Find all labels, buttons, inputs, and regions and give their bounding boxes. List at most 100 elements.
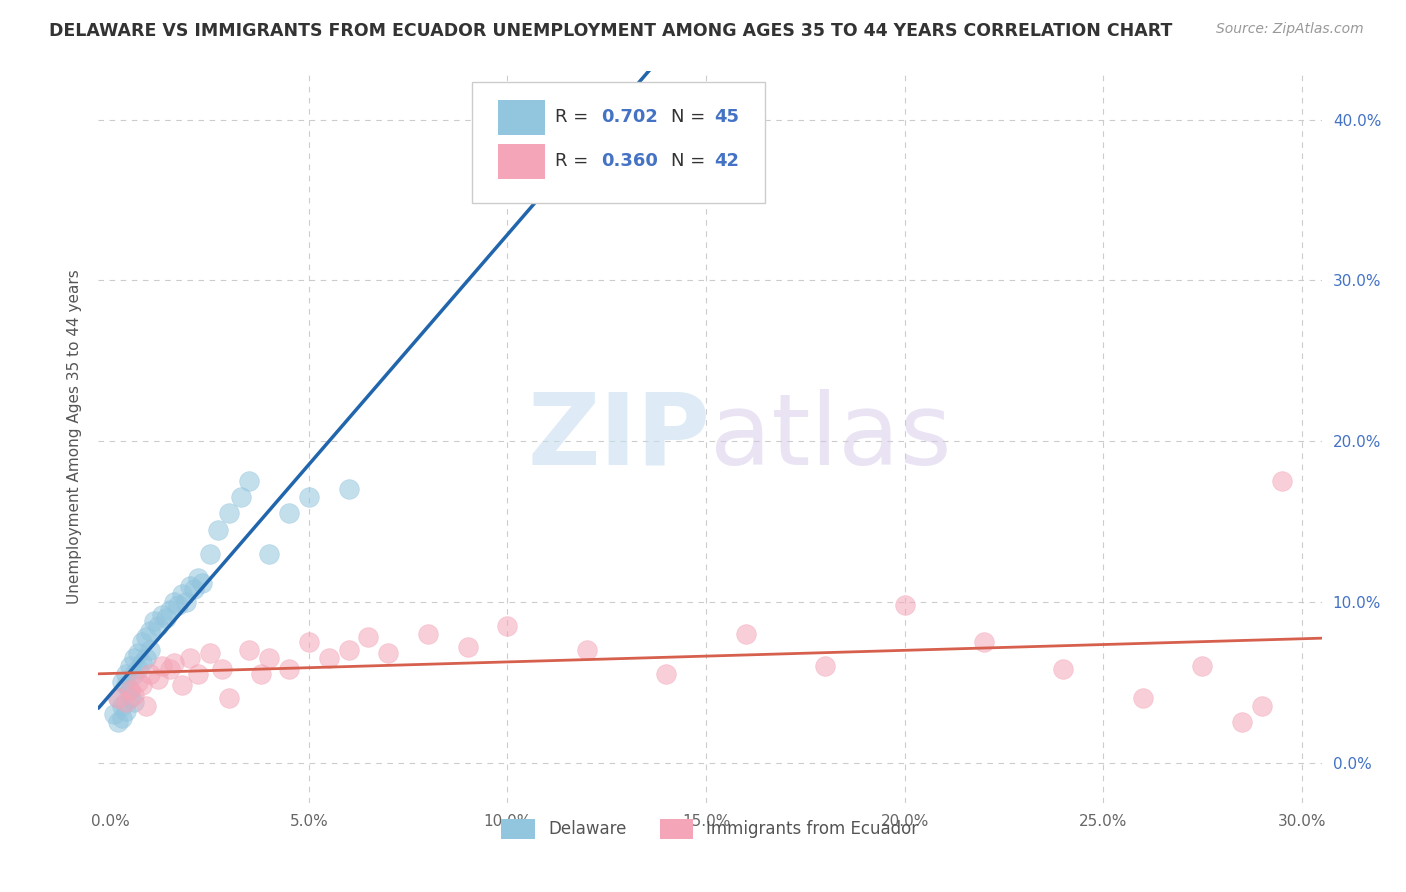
Point <box>139 624 162 638</box>
Point <box>211 662 233 676</box>
Point <box>416 627 439 641</box>
Point <box>218 691 240 706</box>
Point <box>107 691 129 706</box>
Point <box>257 651 280 665</box>
Point <box>122 667 145 681</box>
Point <box>120 659 142 673</box>
Point <box>377 646 399 660</box>
Point <box>893 598 915 612</box>
Y-axis label: Unemployment Among Ages 35 to 44 years: Unemployment Among Ages 35 to 44 years <box>66 269 82 605</box>
Text: 45: 45 <box>714 109 738 127</box>
Point <box>127 662 149 676</box>
Point <box>150 659 173 673</box>
Point <box>150 607 173 622</box>
Point <box>122 694 145 708</box>
Point <box>457 640 479 654</box>
Point <box>139 667 162 681</box>
Point <box>298 635 321 649</box>
Point <box>231 491 253 505</box>
Point <box>146 672 169 686</box>
Point <box>146 619 169 633</box>
Point <box>115 694 138 708</box>
Point <box>575 643 598 657</box>
Text: R =: R = <box>555 109 593 127</box>
Point <box>183 582 205 596</box>
Point <box>111 699 134 714</box>
Point <box>278 507 301 521</box>
Point <box>107 715 129 730</box>
Point <box>278 662 301 676</box>
Point <box>143 614 166 628</box>
Point <box>973 635 995 649</box>
Point <box>139 643 162 657</box>
Point <box>135 699 157 714</box>
Point <box>127 675 149 690</box>
Point <box>159 662 181 676</box>
Point <box>103 707 125 722</box>
Text: DELAWARE VS IMMIGRANTS FROM ECUADOR UNEMPLOYMENT AMONG AGES 35 TO 44 YEARS CORRE: DELAWARE VS IMMIGRANTS FROM ECUADOR UNEM… <box>49 22 1173 40</box>
Point <box>135 651 157 665</box>
Point <box>122 651 145 665</box>
Point <box>131 678 153 692</box>
Point <box>318 651 340 665</box>
Point <box>115 678 138 692</box>
Point <box>107 691 129 706</box>
Point <box>115 667 138 681</box>
Point <box>120 683 142 698</box>
Point <box>1251 699 1274 714</box>
Point <box>218 507 240 521</box>
Point <box>170 678 193 692</box>
Point <box>257 547 280 561</box>
Point <box>298 491 321 505</box>
Point <box>111 710 134 724</box>
Point <box>187 571 209 585</box>
Point <box>1232 715 1254 730</box>
Point <box>120 691 142 706</box>
Point <box>135 630 157 644</box>
Point <box>122 688 145 702</box>
Point <box>163 595 186 609</box>
Point <box>163 656 186 670</box>
Point <box>1132 691 1154 706</box>
Text: 0.702: 0.702 <box>602 109 658 127</box>
FancyBboxPatch shape <box>498 100 546 135</box>
Point <box>155 611 177 625</box>
Point <box>187 667 209 681</box>
Point <box>198 646 221 660</box>
Point <box>1052 662 1074 676</box>
Point <box>159 603 181 617</box>
Point <box>357 630 380 644</box>
Text: R =: R = <box>555 153 593 170</box>
FancyBboxPatch shape <box>471 82 765 203</box>
Point <box>734 627 756 641</box>
Point <box>179 579 201 593</box>
Point <box>166 598 188 612</box>
Point <box>115 704 138 718</box>
Text: Source: ZipAtlas.com: Source: ZipAtlas.com <box>1216 22 1364 37</box>
Text: 42: 42 <box>714 153 738 170</box>
Text: ZIP: ZIP <box>527 389 710 485</box>
Point <box>120 683 142 698</box>
Point <box>131 635 153 649</box>
Point <box>1271 475 1294 489</box>
Point <box>207 523 229 537</box>
Text: atlas: atlas <box>710 389 952 485</box>
Point <box>814 659 837 673</box>
Point <box>238 643 260 657</box>
Point <box>238 475 260 489</box>
FancyBboxPatch shape <box>498 144 546 179</box>
Point <box>496 619 519 633</box>
Point <box>198 547 221 561</box>
Point <box>170 587 193 601</box>
Text: N =: N = <box>671 109 711 127</box>
Point <box>250 667 273 681</box>
Text: N =: N = <box>671 153 711 170</box>
Point <box>131 656 153 670</box>
Point <box>655 667 678 681</box>
Point <box>174 595 197 609</box>
Point <box>337 483 360 497</box>
Text: 0.360: 0.360 <box>602 153 658 170</box>
Point <box>111 675 134 690</box>
Point <box>190 575 212 590</box>
Point <box>127 646 149 660</box>
